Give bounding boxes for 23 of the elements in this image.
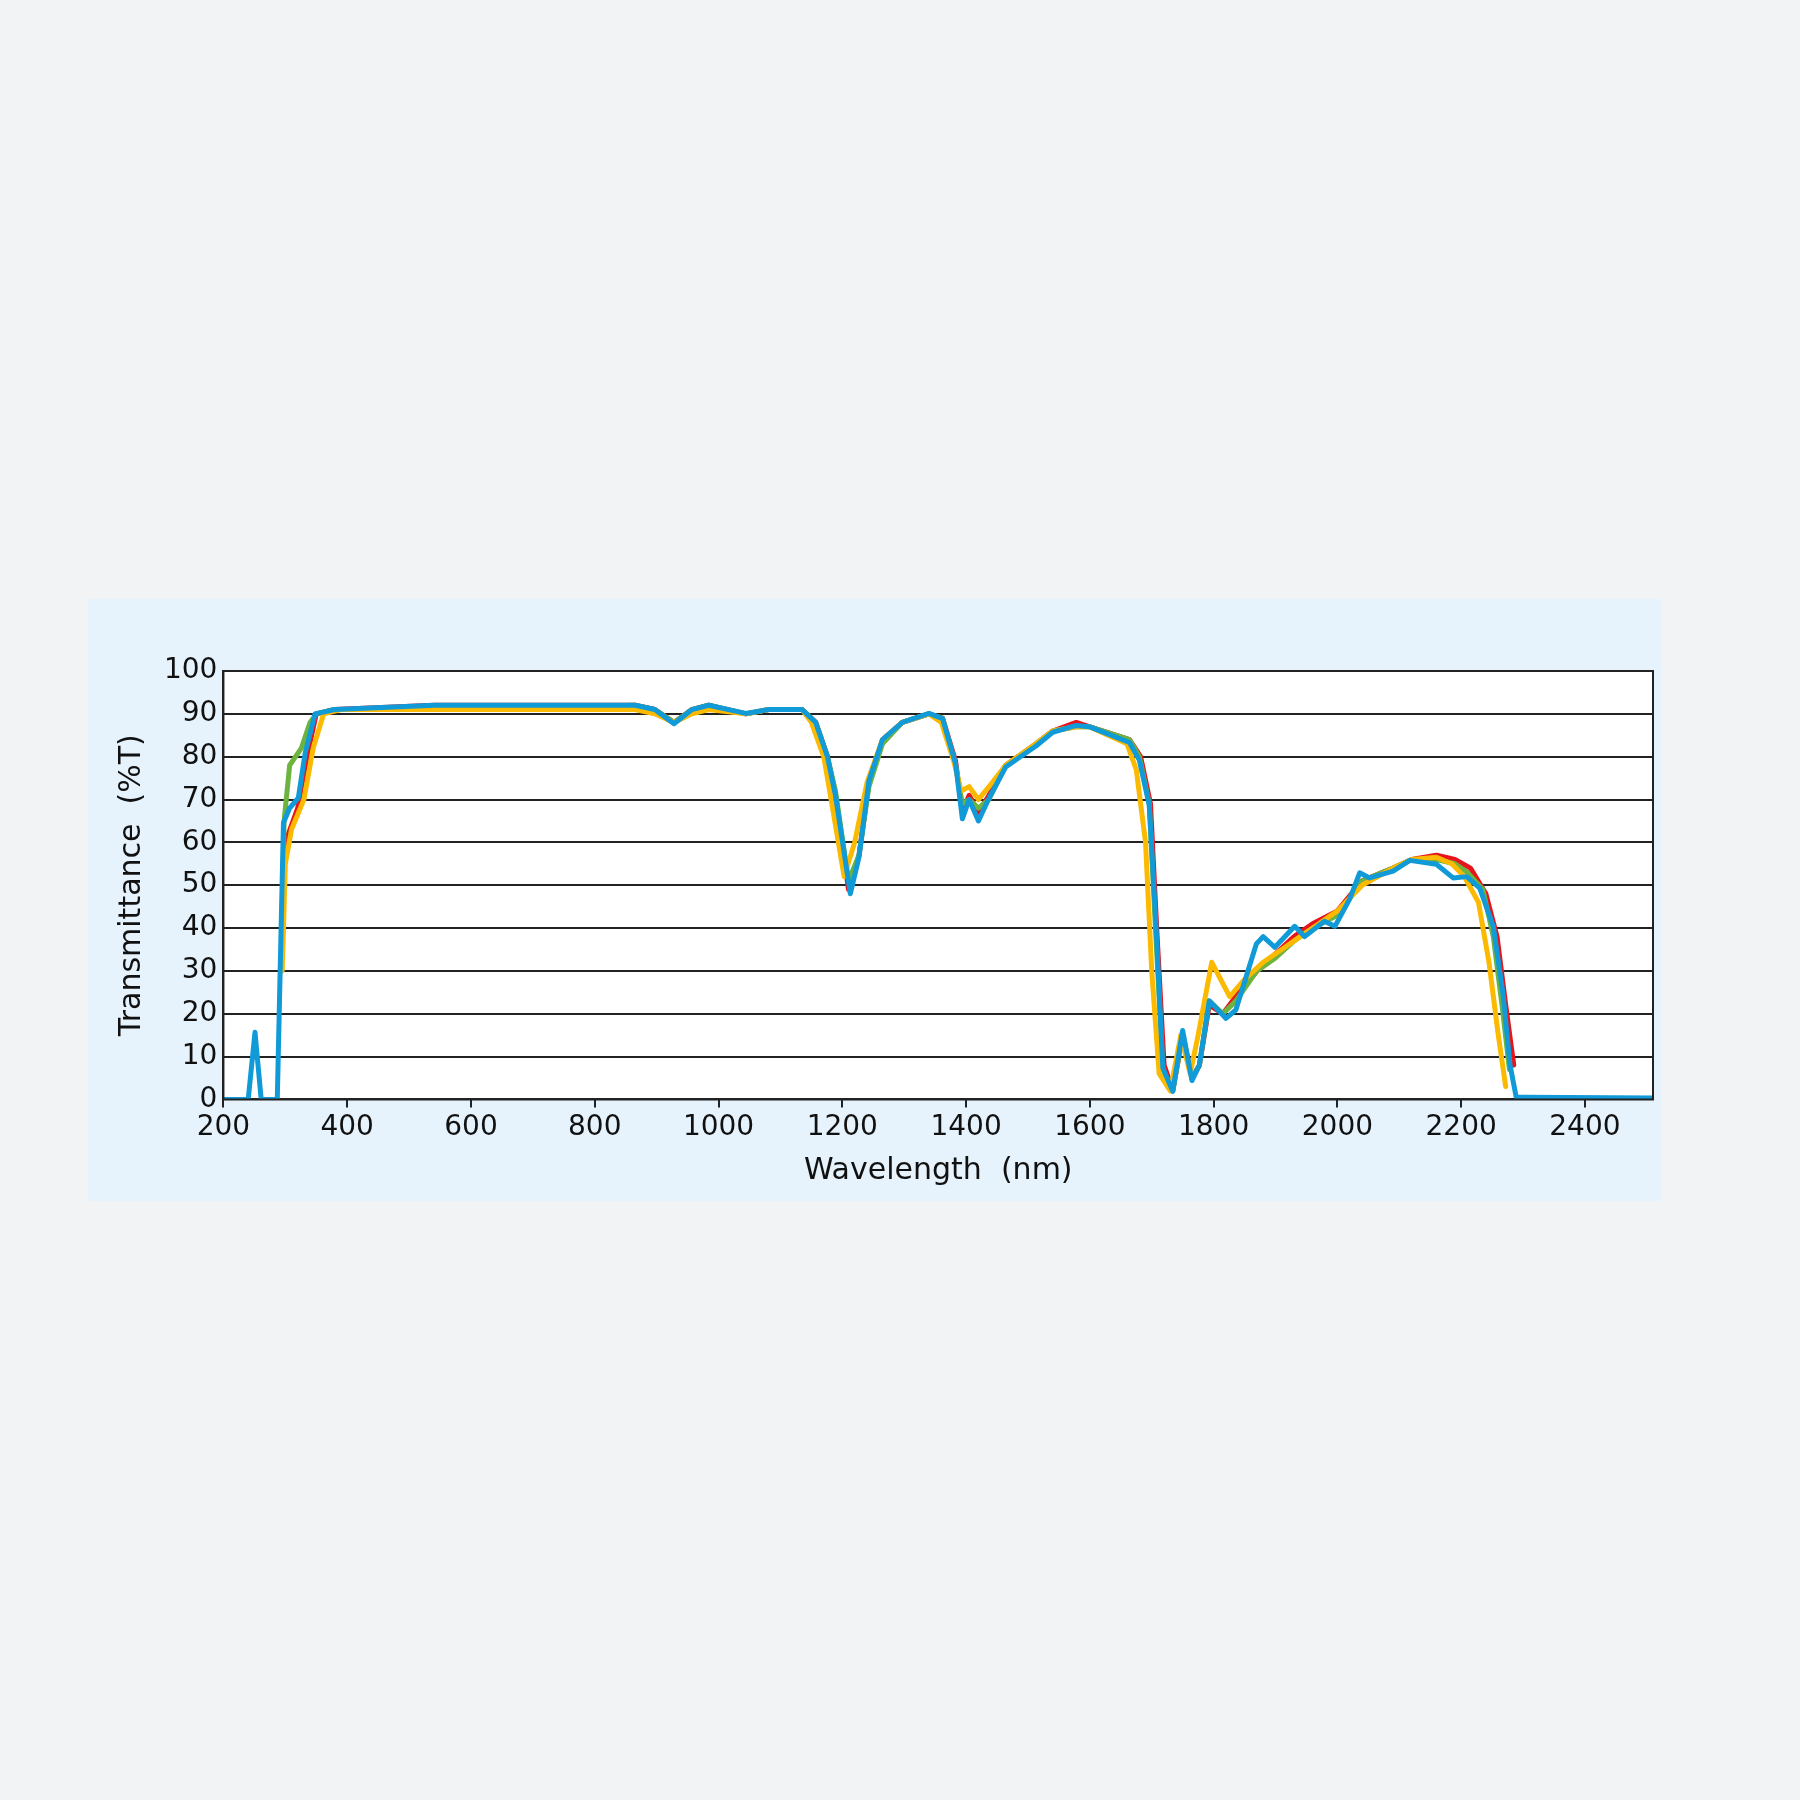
x-tick-label: 600 xyxy=(444,1109,498,1143)
y-axis-title: Transmittance (%T) xyxy=(111,734,147,1038)
x-tick-label: 1200 xyxy=(806,1109,878,1143)
x-tick-label: 2200 xyxy=(1425,1109,1497,1143)
y-tick-label: 10 xyxy=(181,1037,218,1071)
y-tick-label: 90 xyxy=(181,695,218,729)
y-tick-label: 30 xyxy=(181,952,218,986)
y-tick-label: 20 xyxy=(181,995,218,1028)
y-tick-label: 100 xyxy=(163,652,218,686)
x-tick-label: 1600 xyxy=(1054,1109,1126,1143)
x-tick-label: 1400 xyxy=(930,1109,1002,1143)
y-tick-label: 80 xyxy=(181,737,218,771)
y-tick-label: 40 xyxy=(181,909,218,943)
x-axis-title: Wavelength (nm) xyxy=(803,1150,1073,1186)
y-tick-label: 60 xyxy=(181,823,218,857)
y-tick-label: 70 xyxy=(181,780,218,814)
x-tick-label: 800 xyxy=(568,1109,622,1143)
x-tick-label: 2000 xyxy=(1301,1109,1374,1143)
x-tick-label: 1000 xyxy=(682,1109,755,1143)
x-tick-label: 1800 xyxy=(1177,1109,1250,1143)
x-tick-label: 400 xyxy=(320,1109,374,1143)
x-tick-label: 2400 xyxy=(1549,1109,1621,1143)
y-tick-label: 50 xyxy=(181,866,218,900)
